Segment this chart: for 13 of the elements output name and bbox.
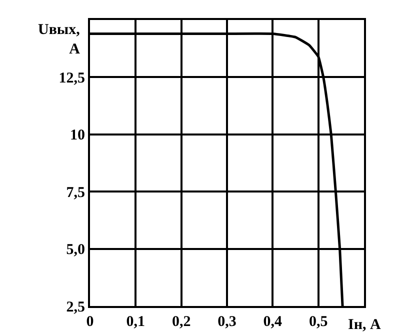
x-tick-label: 0,5 [308, 314, 328, 330]
y-axis-title: Uвых, A [38, 22, 80, 58]
x-tick-label: 0,1 [126, 314, 146, 330]
x-tick-label: 0,2 [172, 314, 191, 330]
x-tick-label: 0,3 [218, 314, 236, 330]
x-tick-label: 0 [86, 314, 94, 330]
x-tick-label: 0,4 [263, 314, 283, 330]
y-tick-label: 12,5 [58, 70, 85, 86]
y-tick-label: 10 [70, 128, 85, 144]
x-axis-title: Iн, A [348, 317, 381, 333]
y-tick-label: 2,5 [66, 299, 85, 316]
y-tick-label: 7,5 [66, 184, 85, 201]
y-tick-label: 5,0 [66, 242, 85, 258]
